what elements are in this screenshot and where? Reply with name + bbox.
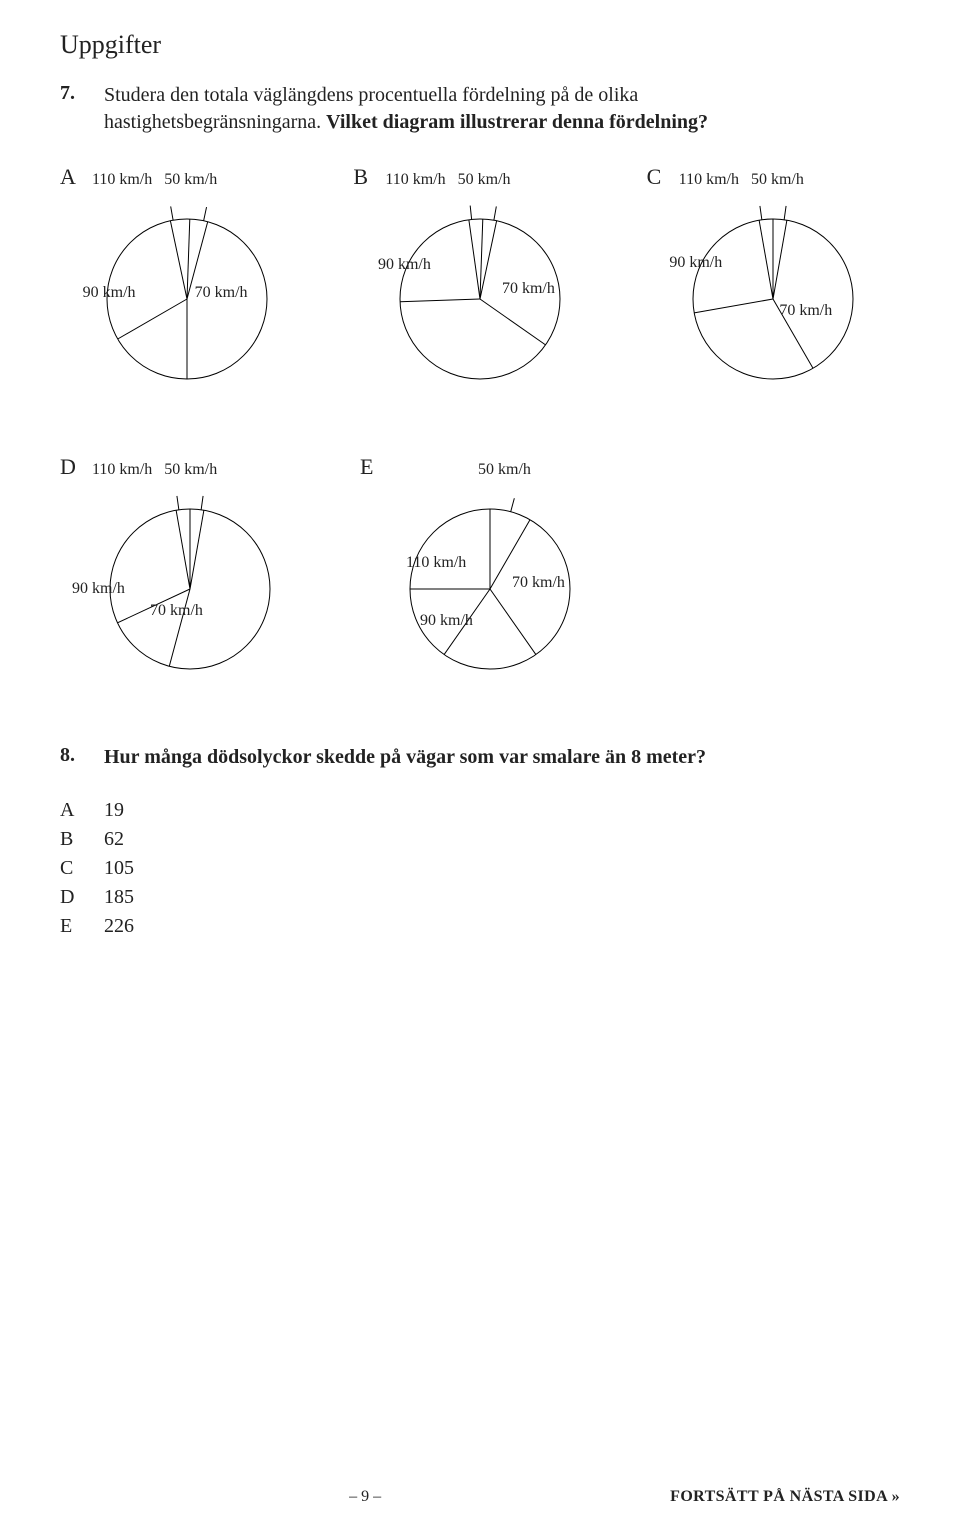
answer-row: E226 bbox=[60, 915, 900, 938]
answer-row: C105 bbox=[60, 857, 900, 880]
labels-D: 110 km/h 50 km/h bbox=[92, 461, 217, 478]
page: Uppgifter 7. Studera den totala väglängd… bbox=[0, 0, 960, 1536]
pie-C: 90 km/h 70 km/h bbox=[673, 194, 873, 404]
label-D-70: 70 km/h bbox=[150, 602, 203, 620]
labels-C: 110 km/h 50 km/h bbox=[679, 171, 804, 188]
label-D-50: 50 km/h bbox=[164, 461, 217, 478]
pie-B: 90 km/h 70 km/h bbox=[380, 194, 580, 404]
option-letter-D: D bbox=[60, 454, 88, 480]
answer-letter: A bbox=[60, 799, 104, 822]
charts-row-2: D 110 km/h 50 km/h 90 km/h 70 km/h E 50 … bbox=[60, 454, 900, 694]
pie-D: 90 km/h 70 km/h bbox=[90, 484, 290, 694]
page-number: – 9 – bbox=[349, 1488, 381, 1506]
label-A-50: 50 km/h bbox=[164, 171, 217, 188]
q8-number: 8. bbox=[60, 744, 104, 771]
chart-A: A 110 km/h 50 km/h 90 km/h 70 km/h bbox=[60, 164, 313, 404]
next-page-text: FORTSÄTT PÅ NÄSTA SIDA » bbox=[670, 1488, 900, 1505]
option-letter-C: C bbox=[647, 164, 675, 190]
label-B-50: 50 km/h bbox=[458, 171, 511, 188]
label-C-90: 90 km/h bbox=[669, 254, 722, 272]
chart-C: C 110 km/h 50 km/h 90 km/h 70 km/h bbox=[647, 164, 900, 404]
labels-A: 110 km/h 50 km/h bbox=[92, 171, 217, 188]
answer-letter: B bbox=[60, 828, 104, 851]
label-C-70: 70 km/h bbox=[779, 302, 832, 320]
label-E-70: 70 km/h bbox=[512, 574, 565, 592]
label-A-70: 70 km/h bbox=[195, 284, 248, 302]
section-title: Uppgifter bbox=[60, 30, 900, 60]
pie-E: 110 km/h 90 km/h 70 km/h bbox=[390, 484, 590, 694]
q8-text: Hur många dödsolyckor skedde på vägar so… bbox=[104, 744, 706, 771]
answer-row: A19 bbox=[60, 799, 900, 822]
answer-letter: C bbox=[60, 857, 104, 880]
label-C-50: 50 km/h bbox=[751, 171, 804, 188]
answer-letter: D bbox=[60, 886, 104, 909]
answer-value: 19 bbox=[104, 799, 124, 822]
answer-value: 105 bbox=[104, 857, 134, 880]
q8-answers: A19B62C105D185E226 bbox=[60, 799, 900, 938]
option-letter-A: A bbox=[60, 164, 88, 190]
label-E-110: 110 km/h bbox=[406, 554, 466, 572]
pie-A: 90 km/h 70 km/h bbox=[87, 194, 287, 404]
next-page-label: FORTSÄTT PÅ NÄSTA SIDA » bbox=[670, 1488, 900, 1506]
labels-B: 110 km/h 50 km/h bbox=[385, 171, 510, 188]
label-A-90: 90 km/h bbox=[83, 284, 136, 302]
question-8: 8. Hur många dödsolyckor skedde på vägar… bbox=[60, 744, 900, 771]
option-letter-B: B bbox=[353, 164, 381, 190]
answer-value: 62 bbox=[104, 828, 124, 851]
q7-number: 7. bbox=[60, 82, 104, 136]
label-C-110: 110 km/h bbox=[679, 171, 739, 188]
chart-E: E 50 km/h 110 km/h 90 km/h 70 km/h bbox=[360, 454, 620, 694]
q7-text-bold: Vilket diagram illustrerar denna fördeln… bbox=[326, 111, 708, 133]
label-A-110: 110 km/h bbox=[92, 171, 152, 188]
label-B-90: 90 km/h bbox=[378, 256, 431, 274]
q8-text-content: Hur många dödsolyckor skedde på vägar so… bbox=[104, 746, 706, 768]
labels-E: 50 km/h bbox=[392, 461, 531, 478]
label-B-70: 70 km/h bbox=[502, 280, 555, 298]
label-D-90: 90 km/h bbox=[72, 580, 125, 598]
label-D-110: 110 km/h bbox=[92, 461, 152, 478]
label-B-110: 110 km/h bbox=[385, 171, 445, 188]
chart-B: B 110 km/h 50 km/h 90 km/h 70 km/h bbox=[353, 164, 606, 404]
charts-row-1: A 110 km/h 50 km/h 90 km/h 70 km/h B 110… bbox=[60, 164, 900, 404]
page-footer: – 9 – FORTSÄTT PÅ NÄSTA SIDA » bbox=[60, 1488, 900, 1506]
answer-row: B62 bbox=[60, 828, 900, 851]
answer-row: D185 bbox=[60, 886, 900, 909]
question-7: 7. Studera den totala väglängdens procen… bbox=[60, 82, 900, 136]
answer-value: 185 bbox=[104, 886, 134, 909]
q7-text: Studera den totala väglängdens procentue… bbox=[104, 82, 824, 136]
answer-letter: E bbox=[60, 915, 104, 938]
option-letter-E: E bbox=[360, 454, 388, 480]
answer-value: 226 bbox=[104, 915, 134, 938]
label-E-90: 90 km/h bbox=[420, 612, 473, 630]
label-E-50: 50 km/h bbox=[478, 461, 531, 478]
chart-D: D 110 km/h 50 km/h 90 km/h 70 km/h bbox=[60, 454, 320, 694]
